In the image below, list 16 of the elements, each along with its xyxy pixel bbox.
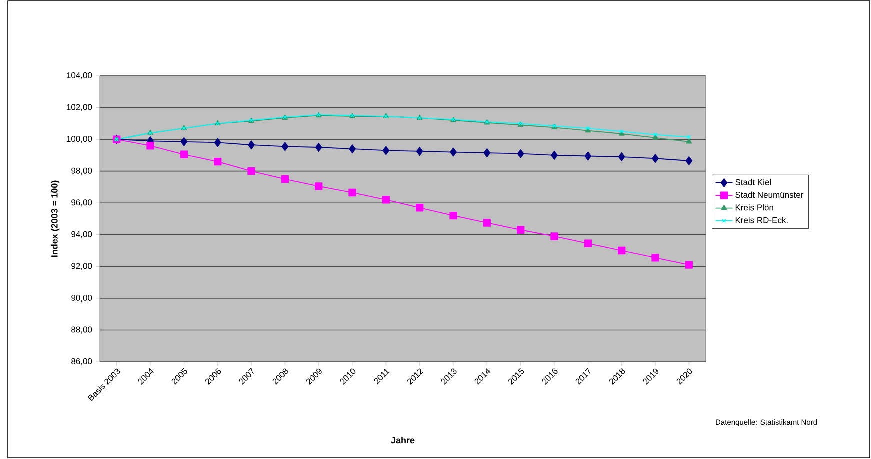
legend-label: Kreis Plön xyxy=(736,204,774,211)
y-tick-label: 94,00 xyxy=(72,231,92,238)
y-tick-label: 92,00 xyxy=(72,263,92,270)
y-tick-label: 88,00 xyxy=(72,326,92,334)
y-tick-label: 90,00 xyxy=(72,294,92,302)
legend-label: Stadt Kiel xyxy=(736,179,772,186)
y-tick-label: 102,00 xyxy=(67,104,92,112)
y-tick-label: 96,00 xyxy=(72,200,92,207)
y-tick-label: 100,00 xyxy=(67,136,92,144)
y-axis-title: Index (2003 = 100) xyxy=(51,180,60,258)
y-tick-label: 98,00 xyxy=(72,168,92,175)
y-tick-label: 104,00 xyxy=(67,72,92,80)
legend-label: Stadt Neumünster xyxy=(736,192,804,198)
legend-label: Kreis RD-Eck. xyxy=(736,217,788,224)
x-axis-title: Jahre xyxy=(391,437,415,444)
y-tick-label: 86,00 xyxy=(72,358,92,366)
